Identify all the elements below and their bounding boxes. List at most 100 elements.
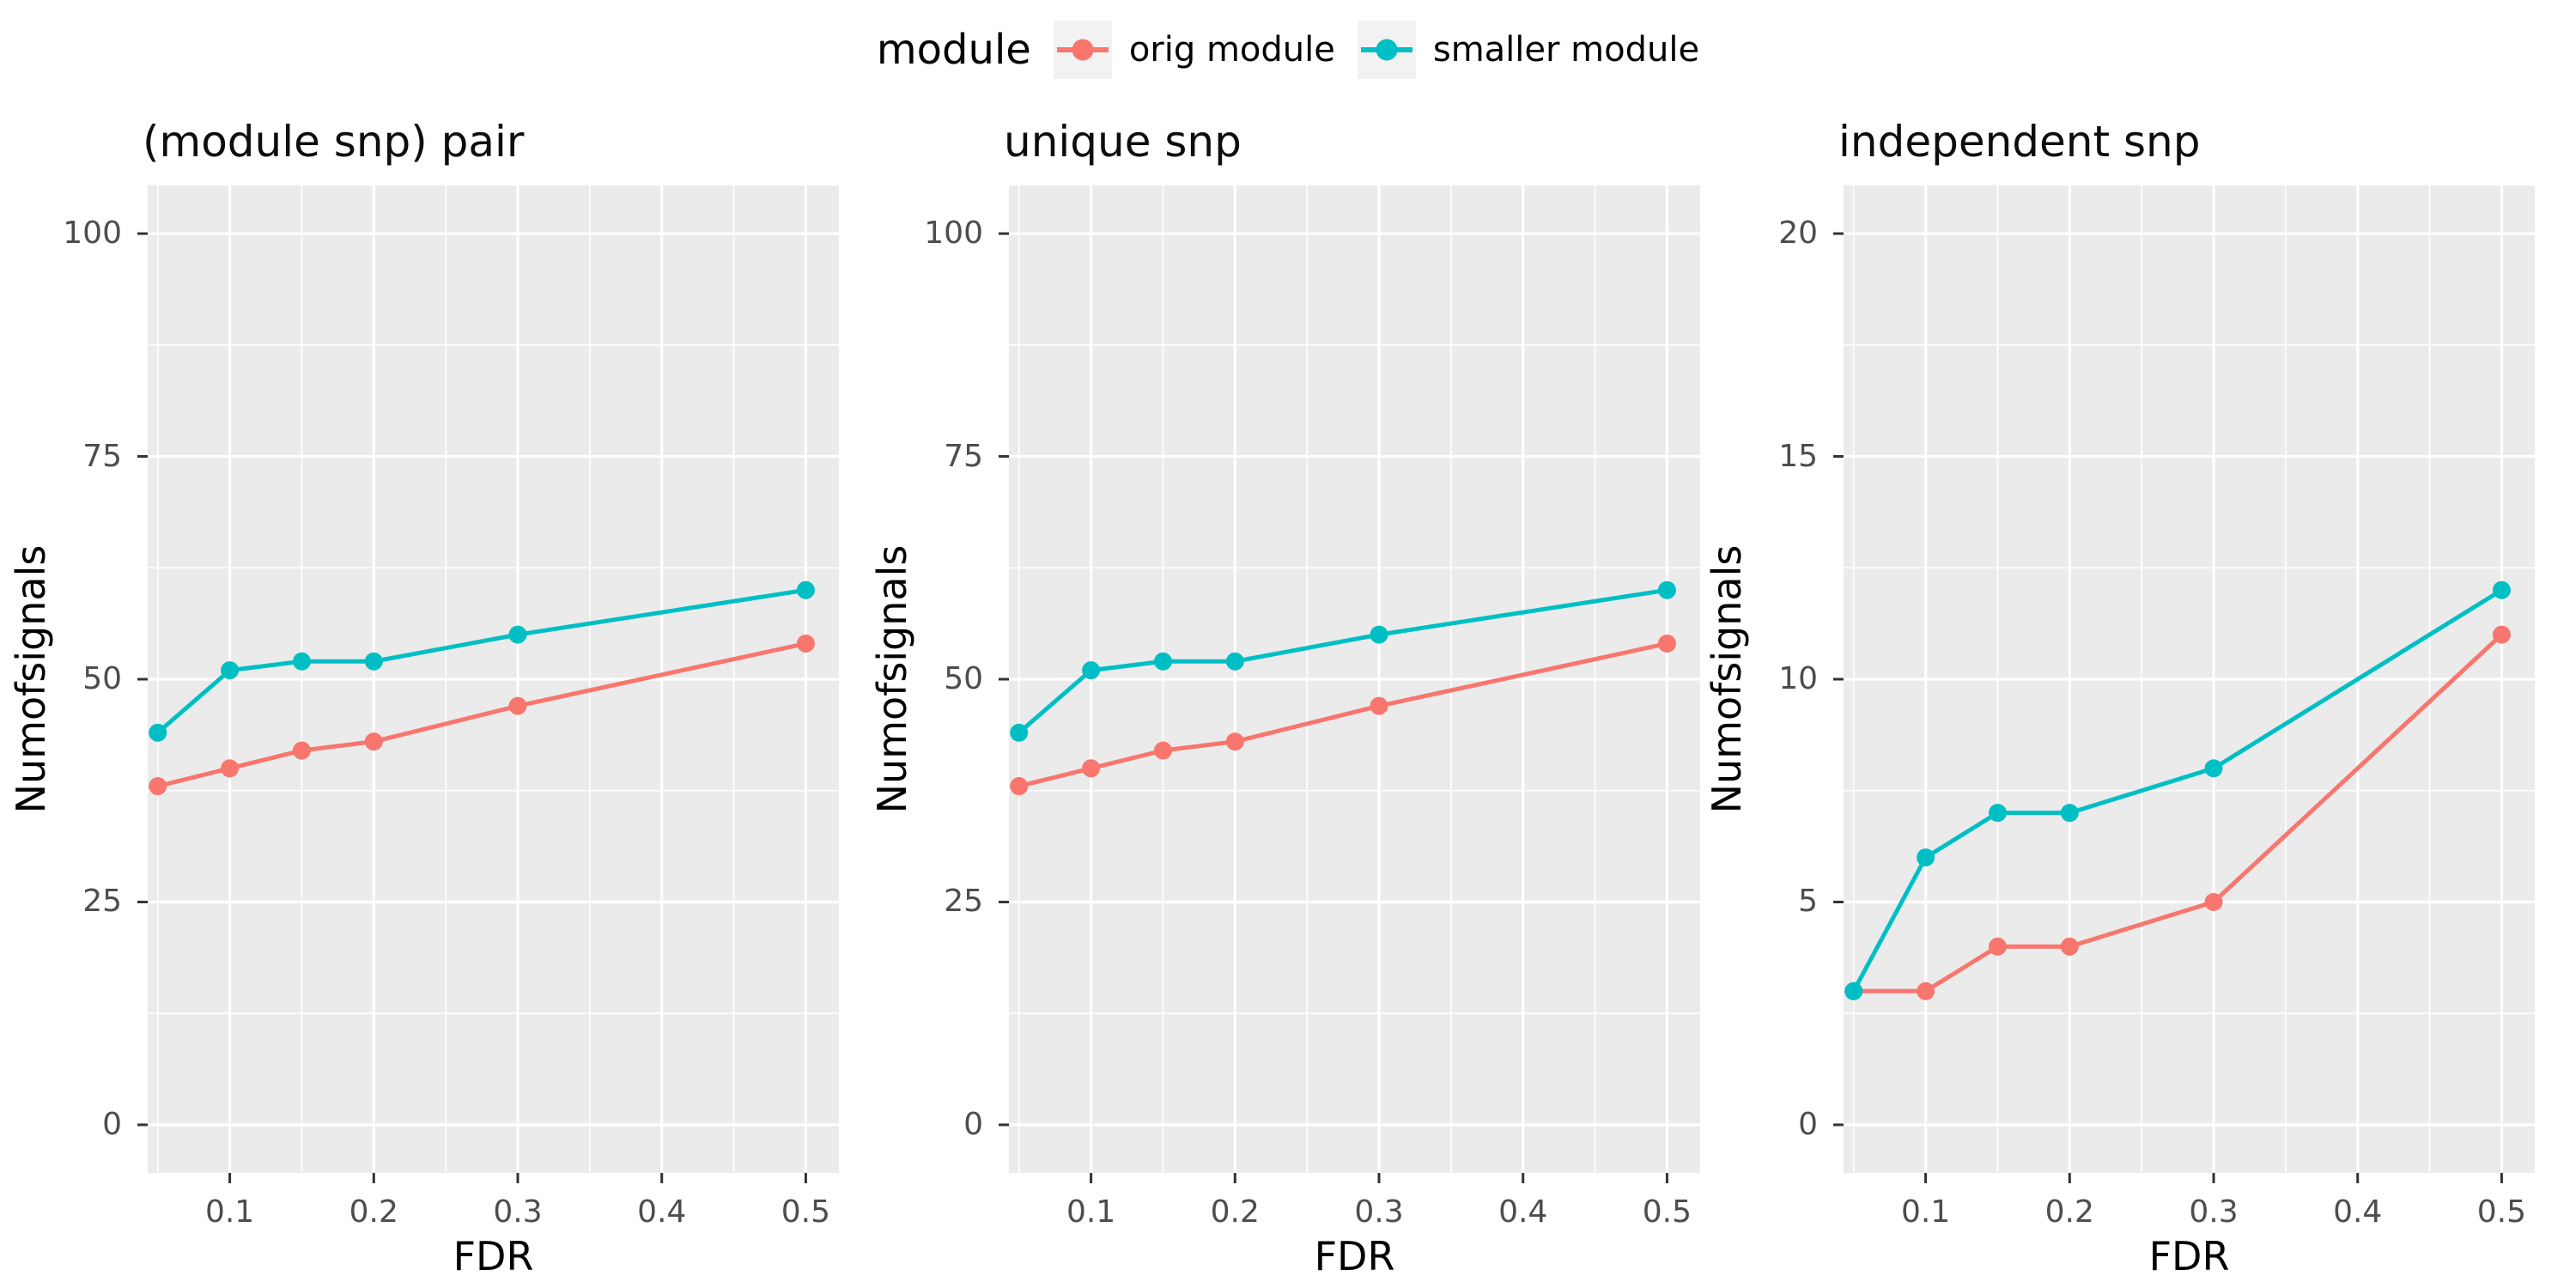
data-point [1225, 652, 1244, 671]
legend-label-smaller-module: smaller module [1432, 30, 1700, 70]
data-point [2492, 580, 2511, 599]
panel-2-facet-title: unique snp [1004, 117, 1242, 167]
data-point [2204, 759, 2223, 778]
panel-3-y-tick-label: 5 [1798, 884, 1818, 920]
panel-2-x-axis-title: FDR [1314, 1233, 1395, 1279]
data-point [1370, 625, 1388, 644]
panel-3-x-tick-label: 0.1 [1900, 1194, 1951, 1230]
panel-3-y-tick-label: 10 [1778, 661, 1818, 696]
panel-1-y-tick-label: 25 [82, 884, 122, 920]
panel-1-major-gridlines [148, 185, 839, 1173]
data-point [149, 723, 167, 742]
panel-3-line-smaller-module [1851, 588, 2503, 993]
panel-3-x-tick-label: 0.3 [2189, 1194, 2239, 1230]
legend-item-orig-module: orig module [1053, 21, 1335, 79]
panel-3-x-axis-title: FDR [2148, 1233, 2230, 1279]
panel-3-points-smaller-module [1844, 580, 2511, 1000]
data-point [508, 696, 527, 715]
panel-2-x-tick-label: 0.5 [1642, 1194, 1692, 1230]
data-point [1225, 732, 1244, 751]
panel-2-points-orig-module [1010, 634, 1676, 796]
panel-3-tick-marks [1833, 232, 2503, 1183]
data-point [2060, 937, 2079, 956]
panel-1-x-tick-label: 0.2 [349, 1194, 398, 1230]
panel-3-plot-area [1833, 185, 2535, 1183]
legend-key-orig-module-icon [1053, 21, 1112, 79]
panel-1-y-tick-label: 75 [82, 438, 122, 474]
panel-2-y-tick-label: 25 [944, 884, 983, 920]
panel-2-y-tick-label: 100 [924, 216, 983, 252]
panel-3-y-axis-title: Numofsignals [1704, 544, 1750, 814]
panel-3-x-tick-label: 0.5 [2476, 1194, 2527, 1230]
data-point [149, 777, 167, 796]
panel-1-y-axis-title: Numofsignals [8, 544, 54, 814]
data-point [1657, 634, 1676, 653]
panel-1-x-tick-label: 0.5 [781, 1194, 831, 1230]
panel-1-tick-marks [137, 232, 807, 1183]
legend-key-point [1072, 39, 1094, 61]
legend-title: module [876, 26, 1031, 74]
panel-1-y-tick-label: 50 [82, 661, 122, 696]
data-point [1010, 723, 1029, 742]
panel-1-x-tick-label: 0.4 [637, 1194, 687, 1230]
panel-1-line-orig-module [157, 641, 806, 788]
panel-1-y-tick-label: 100 [63, 216, 122, 252]
panel-2-x-tick-label: 0.3 [1354, 1194, 1404, 1230]
panel-1-points-orig-module [149, 634, 815, 796]
data-point [221, 661, 240, 680]
panel-1-y-tick-label: 0 [102, 1106, 122, 1142]
data-point [292, 741, 311, 760]
data-point [364, 652, 383, 671]
panel-3-line-orig-module [1853, 633, 2504, 993]
data-point [1370, 696, 1388, 715]
panel-1-x-axis-title: FDR [453, 1233, 534, 1279]
data-point [1988, 804, 2007, 823]
panel-3-major-gridlines [1844, 185, 2535, 1173]
data-point [221, 759, 240, 778]
data-point [1657, 580, 1676, 599]
legend: module orig module smaller module [0, 10, 2576, 89]
data-point [796, 580, 815, 599]
panel-2-line-orig-module [1018, 641, 1668, 788]
data-point [1082, 661, 1101, 680]
panel-2-points-smaller-module [1010, 580, 1676, 742]
data-point [1917, 848, 1935, 867]
panel-2-x-tick-label: 0.1 [1066, 1194, 1116, 1230]
panel-2-tick-marks [999, 232, 1668, 1183]
legend-item-smaller-module: smaller module [1357, 21, 1700, 79]
panel-3-y-tick-label: 15 [1778, 438, 1818, 474]
data-point [1844, 981, 1863, 1000]
data-point [1010, 777, 1029, 796]
panel-2-x-tick-label: 0.4 [1498, 1194, 1548, 1230]
panel-2-y-tick-label: 75 [944, 438, 983, 474]
panel-3-y-tick-label: 0 [1798, 1106, 1818, 1142]
panel-2-plot-area [999, 185, 1700, 1183]
data-point [364, 732, 383, 751]
panel-1-plot-area [137, 185, 839, 1183]
data-point [292, 652, 311, 671]
legend-label-orig-module: orig module [1128, 30, 1335, 70]
panel-1-facet-title: (module snp) pair [143, 117, 525, 167]
data-point [1082, 759, 1101, 778]
panel-2-line-smaller-module [1018, 587, 1668, 735]
data-point [796, 634, 815, 653]
panel-3-facet-title: independent snp [1838, 117, 2201, 167]
data-point [1917, 981, 1935, 1000]
panel-1-points-smaller-module [149, 580, 815, 742]
data-point [508, 625, 527, 644]
legend-key-point [1376, 39, 1398, 61]
data-point [2204, 892, 2223, 911]
data-point [1153, 741, 1172, 760]
panel-1-x-tick-label: 0.1 [204, 1194, 255, 1230]
panel-1-x-tick-label: 0.3 [493, 1194, 543, 1230]
panel-2-y-tick-label: 50 [944, 661, 983, 696]
panel-1-line-smaller-module [156, 587, 806, 735]
panel-2-x-tick-label: 0.2 [1210, 1194, 1260, 1230]
data-point [1153, 652, 1172, 671]
panel-2-y-tick-label: 0 [963, 1106, 983, 1142]
panel-3-y-tick-label: 20 [1778, 216, 1818, 252]
data-point [2060, 804, 2079, 823]
panel-3-x-tick-label: 0.4 [2333, 1194, 2383, 1230]
legend-key-smaller-module-icon [1357, 21, 1416, 79]
